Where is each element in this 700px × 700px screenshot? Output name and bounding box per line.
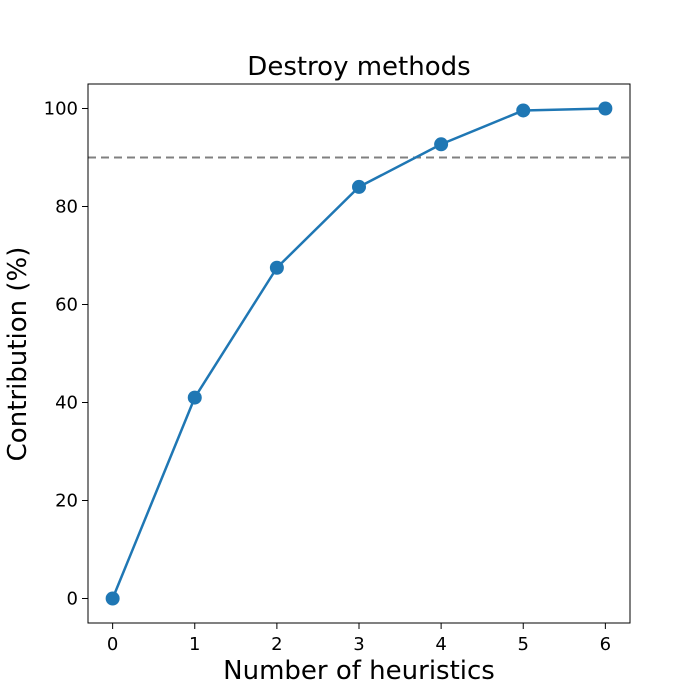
y-tick-label: 40 [55, 393, 78, 414]
plot-area: 0 1 2 3 4 5 6 0 20 40 60 80 100 [44, 83, 631, 655]
data-point [269, 260, 284, 275]
data-point [516, 103, 531, 118]
x-tick-label: 0 [107, 634, 118, 655]
x-tick-label: 2 [271, 634, 282, 655]
x-axis-title: Number of heuristics [223, 656, 495, 686]
y-tick-label: 100 [44, 99, 78, 120]
x-axis: 0 1 2 3 4 5 6 [107, 623, 611, 655]
y-tick-label: 20 [55, 491, 78, 512]
x-tick-label: 6 [600, 634, 611, 655]
data-point [434, 137, 449, 152]
data-point [187, 390, 202, 405]
y-tick-label: 60 [55, 295, 78, 316]
y-axis-title: Contribution (%) [3, 247, 33, 462]
y-tick-label: 80 [55, 197, 78, 218]
y-axis: 0 20 40 60 80 100 [44, 99, 88, 610]
data-point [105, 591, 120, 606]
x-tick-label: 3 [353, 634, 364, 655]
series-markers [105, 101, 613, 606]
plot-frame [87, 83, 631, 624]
y-tick-label: 0 [67, 589, 78, 610]
x-tick-label: 4 [435, 634, 446, 655]
data-point [352, 179, 366, 194]
x-tick-label: 1 [189, 634, 200, 655]
chart-title: Destroy methods [247, 52, 470, 82]
data-point [598, 101, 613, 116]
x-tick-label: 5 [518, 634, 529, 655]
